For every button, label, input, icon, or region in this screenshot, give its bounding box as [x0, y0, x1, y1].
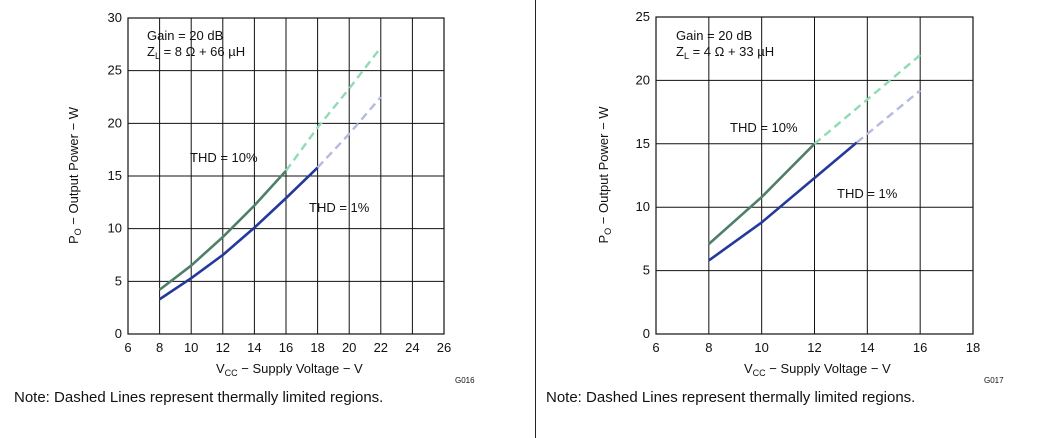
series-line-dashed: [285, 46, 382, 172]
x-tick-label: 26: [437, 340, 451, 355]
annotation-gain: Gain = 20 dB: [676, 28, 752, 43]
y-tick-label: 10: [108, 221, 122, 236]
x-tick-label: 22: [374, 340, 388, 355]
x-tick-label: 20: [342, 340, 356, 355]
annotation-gain: Gain = 20 dB: [147, 28, 223, 43]
series-line-dashed: [813, 54, 921, 145]
annotation-thd-10: THD = 10%: [730, 120, 798, 135]
y-tick-label: 20: [636, 72, 650, 87]
y-tick-label: 25: [636, 9, 650, 24]
annotation-thd-1: THD = 1%: [837, 186, 898, 201]
x-tick-label: 16: [279, 340, 293, 355]
x-tick-label: 24: [405, 340, 419, 355]
y-tick-label: 15: [108, 168, 122, 183]
y-tick-label: 0: [643, 326, 650, 341]
panel-divider: [535, 0, 536, 438]
y-tick-label: 5: [115, 273, 122, 288]
grid-lines: [127, 17, 445, 335]
annotation-load: ZL = 4 Ω + 33 µH: [676, 44, 774, 61]
x-tick-label: 18: [966, 340, 980, 355]
x-tick-label: 8: [705, 340, 712, 355]
y-tick-label: 5: [643, 263, 650, 278]
chart-panel-right: 6 8 10 12 14 16 18 0 5 10 15 20 25 Gain = 20 dB ZL = 4…: [536, 0, 1052, 438]
x-tick-label: 6: [124, 340, 131, 355]
annotation-load: ZL = 8 Ω + 66 µH: [147, 44, 245, 61]
chart-note-left: Note: Dashed Lines represent thermally l…: [14, 389, 384, 406]
plot-frame: [655, 16, 974, 335]
y-tick-label: 15: [636, 136, 650, 151]
chart-panel-left: 6 8 10 12 14 16 18 20 22 24 26 0 5 10 15 20 25 30 Gain = 2…: [14, 10, 475, 406]
series-line-solid: [158, 169, 287, 291]
y-tick-label: 0: [115, 326, 122, 341]
x-tick-label: 14: [860, 340, 874, 355]
y-axis-label: PO − Output Power − W: [596, 106, 613, 244]
x-axis-label: VCC − Supply Voltage − V: [216, 361, 363, 378]
figure-code: G016: [455, 376, 475, 385]
figure-code: G017: [984, 376, 1004, 385]
series-line-solid: [707, 142, 816, 245]
series-line-dashed: [316, 96, 382, 169]
x-tick-label: 18: [310, 340, 324, 355]
annotation-thd-1: THD = 1%: [309, 200, 370, 215]
y-tick-label: 25: [108, 63, 122, 78]
chart-left-svg: 6 8 10 12 14 16 18 20 22 24 26 0 5 10 15 20 25 30 Gain = 2…: [66, 10, 475, 385]
x-tick-label: 12: [807, 340, 821, 355]
series-line-solid: [158, 166, 319, 301]
plot-frame: [127, 17, 445, 335]
grid-lines: [655, 16, 974, 335]
x-tick-label: 14: [247, 340, 261, 355]
x-tick-label: 16: [913, 340, 927, 355]
x-tick-label: 12: [216, 340, 230, 355]
x-axis-label: VCC − Supply Voltage − V: [744, 361, 891, 378]
y-tick-label: 20: [108, 115, 122, 130]
x-tick-label: 6: [652, 340, 659, 355]
y-tick-label: 30: [108, 10, 122, 25]
x-tick-label: 8: [156, 340, 163, 355]
y-tick-label: 10: [636, 199, 650, 214]
y-axis-label: PO − Output Power − W: [66, 106, 83, 244]
series-line-dashed: [856, 89, 921, 144]
x-tick-label: 10: [754, 340, 768, 355]
chart-note-right: Note: Dashed Lines represent thermally l…: [546, 389, 916, 406]
x-tick-label: 10: [184, 340, 198, 355]
series-line-solid: [708, 141, 858, 262]
annotation-thd-10: THD = 10%: [190, 150, 258, 165]
